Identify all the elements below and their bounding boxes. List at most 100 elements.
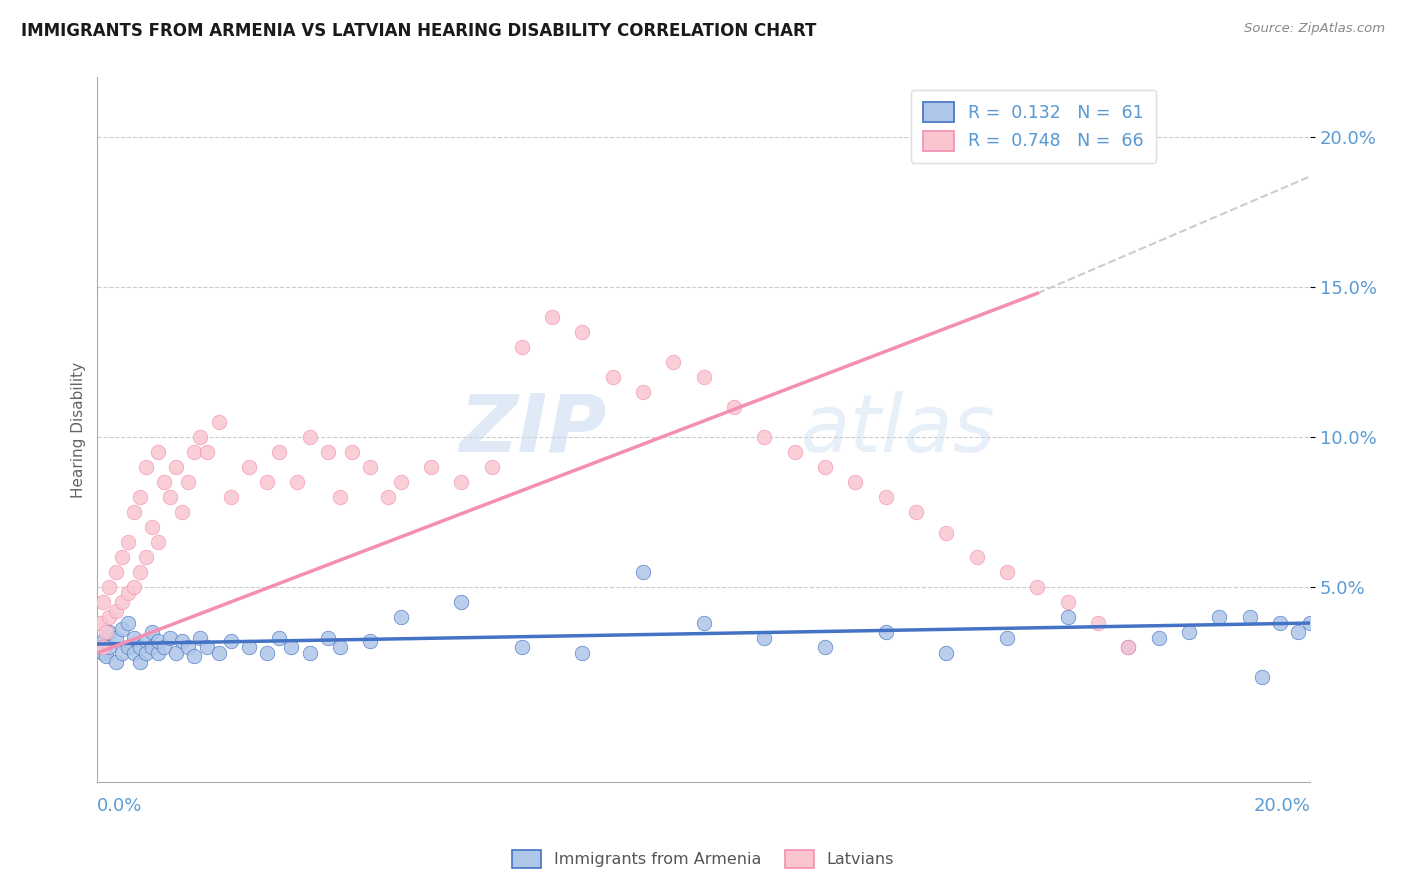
- Point: [269, 631, 291, 645]
- Point: [1286, 625, 1309, 640]
- Point: [693, 615, 716, 630]
- Text: 0.0%: 0.0%: [97, 797, 143, 815]
- Point: [389, 610, 412, 624]
- Point: [256, 646, 278, 660]
- Point: [219, 634, 242, 648]
- Point: [110, 622, 132, 636]
- Point: [269, 445, 291, 459]
- Point: [98, 580, 121, 594]
- Point: [208, 646, 231, 660]
- Point: [298, 430, 321, 444]
- Point: [905, 505, 928, 519]
- Point: [995, 565, 1018, 579]
- Point: [93, 646, 115, 660]
- Point: [89, 640, 111, 654]
- Y-axis label: Hearing Disability: Hearing Disability: [72, 361, 86, 498]
- Point: [1268, 615, 1291, 630]
- Point: [128, 640, 150, 654]
- Point: [1250, 670, 1272, 684]
- Point: [419, 460, 441, 475]
- Legend: R =  0.132   N =  61, R =  0.748   N =  66: R = 0.132 N = 61, R = 0.748 N = 66: [911, 89, 1156, 162]
- Point: [177, 640, 200, 654]
- Point: [875, 490, 897, 504]
- Point: [96, 648, 118, 663]
- Point: [110, 550, 132, 565]
- Point: [117, 586, 139, 600]
- Point: [93, 634, 115, 648]
- Point: [219, 490, 242, 504]
- Point: [135, 460, 157, 475]
- Point: [165, 646, 187, 660]
- Point: [208, 415, 231, 429]
- Point: [571, 646, 593, 660]
- Point: [104, 631, 127, 645]
- Point: [122, 631, 145, 645]
- Point: [104, 655, 127, 669]
- Point: [141, 640, 163, 654]
- Point: [510, 340, 533, 354]
- Point: [122, 580, 145, 594]
- Point: [183, 445, 205, 459]
- Point: [662, 355, 685, 369]
- Point: [966, 550, 988, 565]
- Point: [571, 325, 593, 339]
- Text: IMMIGRANTS FROM ARMENIA VS LATVIAN HEARING DISABILITY CORRELATION CHART: IMMIGRANTS FROM ARMENIA VS LATVIAN HEARI…: [21, 22, 817, 40]
- Point: [1116, 640, 1139, 654]
- Point: [135, 634, 157, 648]
- Point: [450, 475, 472, 490]
- Point: [190, 631, 212, 645]
- Point: [104, 565, 127, 579]
- Point: [159, 490, 181, 504]
- Point: [287, 475, 309, 490]
- Point: [814, 460, 837, 475]
- Point: [110, 646, 132, 660]
- Point: [135, 550, 157, 565]
- Point: [389, 475, 412, 490]
- Point: [875, 625, 897, 640]
- Point: [153, 475, 176, 490]
- Point: [96, 625, 118, 640]
- Point: [110, 595, 132, 609]
- Point: [359, 460, 381, 475]
- Point: [1056, 595, 1078, 609]
- Point: [122, 646, 145, 660]
- Point: [195, 445, 218, 459]
- Point: [1116, 640, 1139, 654]
- Point: [128, 655, 150, 669]
- Point: [1178, 625, 1201, 640]
- Point: [190, 430, 212, 444]
- Text: atlas: atlas: [801, 391, 995, 468]
- Point: [238, 640, 260, 654]
- Point: [450, 595, 472, 609]
- Point: [754, 631, 776, 645]
- Point: [117, 615, 139, 630]
- Point: [117, 535, 139, 549]
- Text: ZIP: ZIP: [460, 391, 607, 468]
- Point: [146, 445, 169, 459]
- Point: [693, 370, 716, 384]
- Point: [159, 631, 181, 645]
- Point: [316, 445, 339, 459]
- Legend: Immigrants from Armenia, Latvians: Immigrants from Armenia, Latvians: [501, 838, 905, 880]
- Point: [146, 634, 169, 648]
- Point: [631, 385, 654, 400]
- Point: [602, 370, 624, 384]
- Point: [935, 526, 957, 541]
- Point: [153, 640, 176, 654]
- Point: [510, 640, 533, 654]
- Point: [1147, 631, 1170, 645]
- Point: [329, 640, 352, 654]
- Point: [1239, 610, 1261, 624]
- Point: [98, 610, 121, 624]
- Point: [122, 505, 145, 519]
- Point: [172, 634, 194, 648]
- Point: [359, 634, 381, 648]
- Point: [783, 445, 806, 459]
- Point: [135, 646, 157, 660]
- Point: [541, 310, 564, 325]
- Point: [723, 401, 745, 415]
- Point: [631, 565, 654, 579]
- Point: [172, 505, 194, 519]
- Point: [377, 490, 399, 504]
- Point: [104, 604, 127, 618]
